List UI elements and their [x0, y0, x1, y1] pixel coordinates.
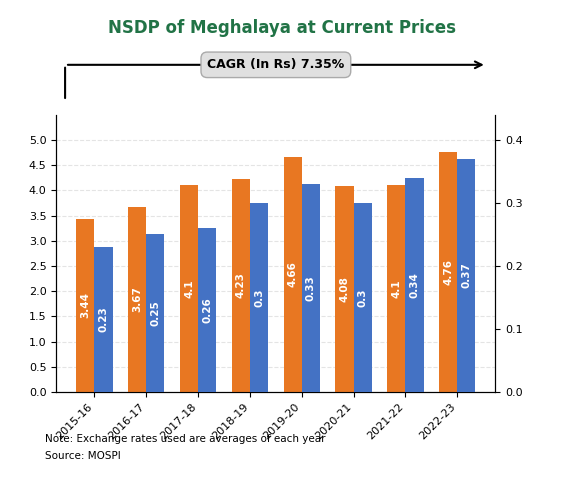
- Bar: [128, 207, 146, 392]
- Text: 0.26: 0.26: [202, 297, 212, 323]
- Text: CAGR (In Rs) 7.35%: CAGR (In Rs) 7.35%: [207, 58, 345, 71]
- Bar: [284, 157, 302, 392]
- Text: 0.25: 0.25: [150, 300, 160, 326]
- Text: 3.67: 3.67: [132, 286, 142, 313]
- Bar: [198, 228, 216, 392]
- Bar: [302, 184, 320, 392]
- Text: Source: MOSPI: Source: MOSPI: [45, 451, 121, 461]
- Bar: [336, 186, 354, 392]
- Bar: [232, 179, 250, 392]
- Bar: [76, 218, 95, 392]
- Text: 0.33: 0.33: [306, 275, 316, 301]
- Text: 4.23: 4.23: [236, 272, 246, 298]
- Bar: [250, 203, 268, 392]
- Text: 3.44: 3.44: [81, 292, 90, 318]
- Text: 0.3: 0.3: [254, 288, 264, 307]
- Text: 4.76: 4.76: [443, 259, 453, 285]
- Text: 4.1: 4.1: [391, 279, 401, 298]
- Text: 0.23: 0.23: [99, 306, 109, 332]
- Text: NSDP of Meghalaya at Current Prices: NSDP of Meghalaya at Current Prices: [108, 19, 455, 37]
- Bar: [180, 185, 198, 392]
- Bar: [354, 203, 372, 392]
- Text: Note: Exchange rates used are averages of each year: Note: Exchange rates used are averages o…: [45, 434, 325, 444]
- Bar: [439, 152, 457, 392]
- Text: 0.3: 0.3: [358, 288, 368, 307]
- Bar: [405, 178, 423, 392]
- Bar: [457, 159, 476, 392]
- Text: 4.1: 4.1: [184, 279, 194, 298]
- Text: 0.34: 0.34: [409, 272, 419, 298]
- Text: 0.37: 0.37: [462, 262, 471, 288]
- Bar: [146, 234, 164, 392]
- Bar: [387, 185, 405, 392]
- Bar: [95, 247, 113, 392]
- Text: 4.66: 4.66: [288, 261, 298, 287]
- Text: 4.08: 4.08: [339, 276, 350, 302]
